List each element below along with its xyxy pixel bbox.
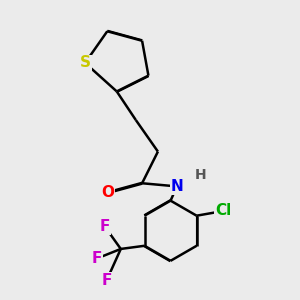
Text: S: S (80, 56, 91, 70)
Text: F: F (100, 219, 110, 234)
Text: H: H (195, 168, 206, 182)
Text: Cl: Cl (215, 203, 232, 218)
Text: N: N (170, 179, 183, 194)
Text: F: F (92, 251, 102, 266)
Text: F: F (101, 273, 112, 288)
Text: O: O (101, 185, 114, 200)
